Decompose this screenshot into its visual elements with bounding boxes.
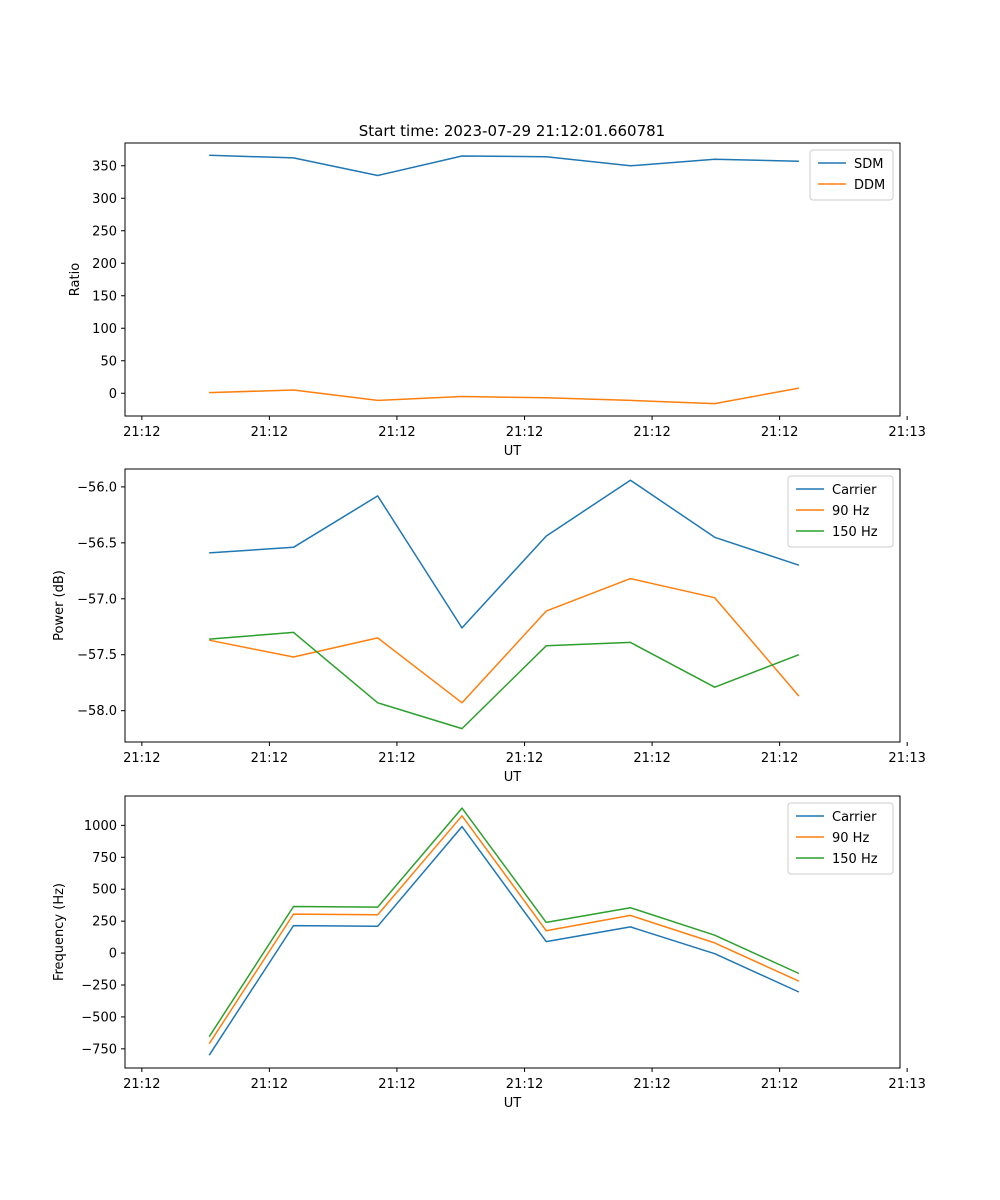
series-line-150-hz <box>208 807 800 1038</box>
y-tick-label: 100 <box>92 322 117 337</box>
x-tick-label: 21:12 <box>251 425 288 440</box>
x-tick-label: 21:12 <box>633 425 670 440</box>
legend-frame <box>787 802 894 875</box>
y-tick-label: 500 <box>92 883 117 898</box>
x-tick-label: 21:12 <box>123 425 160 440</box>
y-tick-label: −58.0 <box>77 704 117 719</box>
y-tick-label: 1000 <box>84 819 117 834</box>
panels: 0 50 100 150 200 250 300 350 21:12 21:12 21:12 21:1… <box>52 142 926 1111</box>
x-tick-label: 21:12 <box>378 751 415 766</box>
x-tick-label: 21:13 <box>888 751 925 766</box>
y-axis-label: Frequency (Hz) <box>52 883 67 981</box>
y-tick-label: −57.0 <box>77 592 117 607</box>
x-tick-label: 21:12 <box>761 1077 798 1092</box>
y-tick-label: −750 <box>81 1042 117 1057</box>
y-tick-label: −500 <box>81 1010 117 1025</box>
x-tick-label: 21:13 <box>888 425 925 440</box>
legend: SDM DDM <box>809 149 894 201</box>
y-tick-label: −57.5 <box>77 648 117 663</box>
y-tick-label: −250 <box>81 978 117 993</box>
x-tick-label: 21:12 <box>123 751 160 766</box>
x-tick-label: 21:12 <box>378 425 415 440</box>
y-tick-label: −56.0 <box>77 480 117 495</box>
x-axis-label: UT <box>504 444 522 459</box>
x-tick-label: 21:12 <box>506 751 543 766</box>
figure-title: Start time: 2023-07-29 21:12:01.660781 <box>359 122 665 140</box>
y-axis-label: Ratio <box>68 263 83 296</box>
series-line-ddm <box>209 387 800 405</box>
legend-label: 90 Hz <box>832 831 869 846</box>
axes-frame <box>124 795 901 1069</box>
series-line-carrier <box>208 825 800 1056</box>
x-tick-label: 21:13 <box>888 1077 925 1092</box>
legend-label: DDM <box>854 178 885 193</box>
legend-label: 150 Hz <box>832 852 878 867</box>
x-axis-label: UT <box>504 1096 522 1111</box>
legend-label: 90 Hz <box>832 504 869 519</box>
y-tick-label: 50 <box>100 354 117 369</box>
series-line-150-hz <box>209 631 800 730</box>
y-axis-label: Power (dB) <box>52 570 67 641</box>
x-tick-label: 21:12 <box>506 1077 543 1092</box>
x-tick-label: 21:12 <box>761 425 798 440</box>
y-tick-label: 0 <box>109 387 117 402</box>
axes-frame <box>124 468 901 743</box>
legend-label: 150 Hz <box>832 525 878 540</box>
x-tick-label: 21:12 <box>633 1077 670 1092</box>
x-axis-label: UT <box>504 770 522 785</box>
y-tick-label: 250 <box>92 915 117 930</box>
x-tick-label: 21:12 <box>506 425 543 440</box>
legend: Carrier 90 Hz 150 Hz <box>787 802 894 875</box>
chart-panel-1: 0 50 100 150 200 250 300 350 21:12 21:12 21:12 21:1… <box>68 142 926 459</box>
x-tick-label: 21:12 <box>633 751 670 766</box>
series-line-90-hz <box>209 577 800 704</box>
axes-frame <box>124 142 901 417</box>
legend-label: Carrier <box>832 810 877 825</box>
x-tick-label: 21:12 <box>251 751 288 766</box>
legend: Carrier 90 Hz 150 Hz <box>787 475 894 548</box>
chart-panel-3: −750 −500 −250 0 250 500 750 1000 21:12 21:12 21:1… <box>52 795 926 1111</box>
y-tick-label: −56.5 <box>77 536 117 551</box>
y-tick-label: 0 <box>109 947 117 962</box>
x-tick-label: 21:12 <box>761 751 798 766</box>
y-tick-label: 750 <box>92 851 117 866</box>
series-line-carrier <box>209 479 800 629</box>
legend-label: SDM <box>854 157 883 172</box>
legend-frame <box>787 475 894 548</box>
series-line-90-hz <box>208 815 800 1045</box>
y-tick-label: 250 <box>92 224 117 239</box>
x-tick-label: 21:12 <box>378 1077 415 1092</box>
y-tick-label: 350 <box>92 159 117 174</box>
y-tick-label: 300 <box>92 192 117 207</box>
y-tick-label: 200 <box>92 257 117 272</box>
x-tick-label: 21:12 <box>251 1077 288 1092</box>
legend-label: Carrier <box>832 483 877 498</box>
series-line-sdm <box>209 154 799 177</box>
x-tick-label: 21:12 <box>123 1077 160 1092</box>
y-tick-label: 150 <box>92 289 117 304</box>
chart-panel-2: −58.0 −57.5 −57.0 −56.5 −56.0 21:12 21:12 21:12… <box>52 468 926 785</box>
